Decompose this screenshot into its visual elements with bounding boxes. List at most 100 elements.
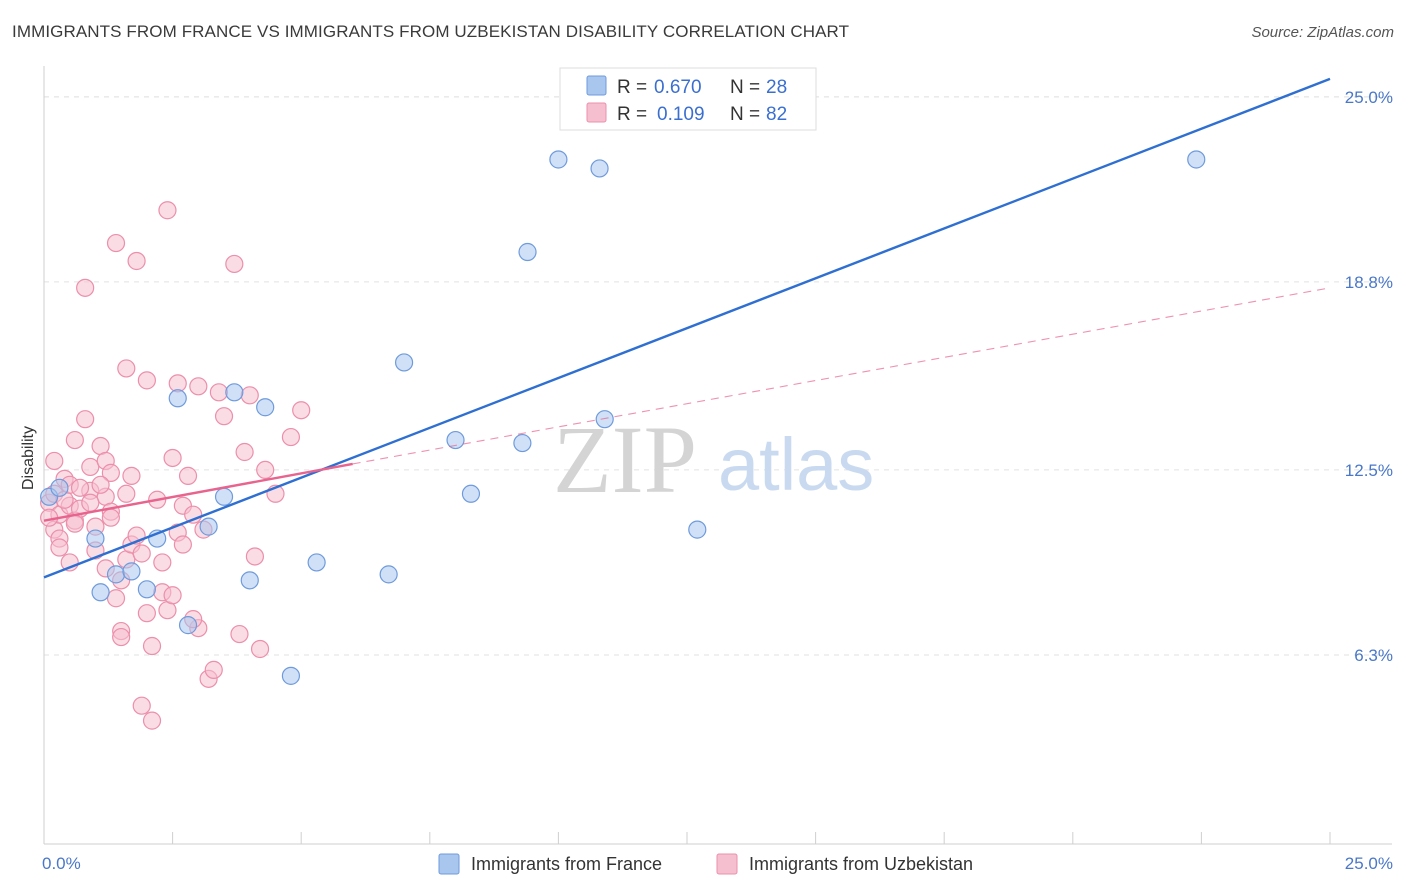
y-tick-label: 12.5% xyxy=(1345,461,1393,480)
uzbekistan-point xyxy=(81,457,100,477)
france-point xyxy=(122,562,141,581)
uzbekistan-point xyxy=(106,233,126,253)
legend-r-value-uzbekistan: 0.109 xyxy=(657,104,705,125)
uzbekistan-point xyxy=(230,624,249,644)
y-tick-label: 25.0% xyxy=(1345,88,1393,107)
legend-n-value-france: 28 xyxy=(766,77,787,98)
uzbekistan-point xyxy=(204,660,223,679)
uzbekistan-point xyxy=(173,535,192,554)
uzbekistan-point xyxy=(178,466,198,485)
uzbekistan-trendline xyxy=(43,462,353,522)
y-tick-label: 18.8% xyxy=(1345,273,1393,292)
y-tick-labels: 6.3% 12.5% 18.8% 25.0% xyxy=(1345,88,1393,665)
france-trendline xyxy=(43,77,1331,579)
uzbekistan-point xyxy=(122,466,141,485)
chart-title: IMMIGRANTS FROM FRANCE VS IMMIGRANTS FRO… xyxy=(12,22,850,41)
x-tick-label-max: 25.0% xyxy=(1345,854,1393,873)
uzbekistan-point xyxy=(153,553,172,572)
uzbekistan-point xyxy=(132,544,151,563)
france-point xyxy=(199,517,218,536)
france-point xyxy=(178,616,198,635)
uzbekistan-point xyxy=(158,201,177,220)
france-point xyxy=(549,150,568,169)
legend-r-label-france: R = xyxy=(617,77,647,98)
uzbekistan-points xyxy=(40,201,311,730)
uzbekistan-point xyxy=(127,251,146,271)
uzbekistan-point xyxy=(76,278,95,297)
watermark-zip: ZIP xyxy=(553,406,697,513)
uzbekistan-point xyxy=(142,711,162,730)
uzbekistan-point xyxy=(117,484,136,503)
uzbekistan-point xyxy=(76,410,95,429)
uzbekistan-point xyxy=(65,430,84,450)
uzbekistan-point xyxy=(281,427,301,447)
uzbekistan-point xyxy=(235,442,254,462)
france-point xyxy=(214,487,234,506)
trendlines xyxy=(43,77,1331,579)
france-point xyxy=(225,383,244,402)
uzbekistan-point xyxy=(50,538,69,557)
uzbekistan-trendline-extension xyxy=(352,287,1331,465)
axes xyxy=(43,66,1392,845)
uzbekistan-point xyxy=(70,478,90,497)
uzbekistan-point xyxy=(240,386,259,405)
france-point xyxy=(256,398,275,417)
uzbekistan-point xyxy=(245,547,265,566)
uzbekistan-point xyxy=(91,475,110,494)
uzbekistan-point xyxy=(137,371,156,390)
france-point xyxy=(106,565,126,584)
france-point xyxy=(688,520,707,539)
france-point xyxy=(394,353,414,372)
uzbekistan-point xyxy=(142,636,162,656)
uzbekistan-point xyxy=(250,639,270,659)
legend-swatch-uzbekistan xyxy=(586,102,607,123)
watermark-atlas: atlas xyxy=(718,423,874,506)
uzbekistan-point xyxy=(117,359,136,378)
france-point xyxy=(518,242,537,262)
france-point xyxy=(461,484,481,503)
france-points xyxy=(40,150,1206,685)
uzbekistan-point xyxy=(225,254,244,274)
uzbekistan-point xyxy=(45,451,64,471)
uzbekistan-point xyxy=(163,586,182,605)
bottom-legend-swatch-uzbekistan xyxy=(716,853,738,875)
france-point xyxy=(595,410,614,429)
legend-r-value-france: 0.670 xyxy=(654,77,702,98)
uzbekistan-point xyxy=(209,383,228,402)
france-point xyxy=(446,430,465,450)
chart-source: Source: ZipAtlas.com xyxy=(1251,24,1394,41)
y-axis-title: Disability xyxy=(20,426,37,490)
france-point xyxy=(590,159,609,178)
uzbekistan-point xyxy=(81,493,100,512)
uzbekistan-point xyxy=(214,407,234,426)
bottom-legend-label-uzbekistan: Immigrants from Uzbekistan xyxy=(749,854,973,874)
uzbekistan-point xyxy=(292,401,311,420)
uzbekistan-point xyxy=(132,696,151,715)
france-point xyxy=(513,433,532,453)
x-tick-label-min: 0.0% xyxy=(42,854,81,873)
uzbekistan-point xyxy=(65,514,84,533)
legend-n-label-uzbekistan: N = xyxy=(730,104,760,125)
france-point xyxy=(137,580,156,599)
legend-n-label-france: N = xyxy=(730,77,760,98)
france-point xyxy=(1187,150,1206,169)
france-point xyxy=(281,666,301,685)
legend-n-value-uzbekistan: 82 xyxy=(766,104,787,125)
gridlines xyxy=(44,96,1392,656)
stats-legend: R = 0.670 N = 28 R = 0.109 N = 82 xyxy=(559,67,817,131)
uzbekistan-point xyxy=(163,448,182,468)
series-legend: Immigrants from France Immigrants from U… xyxy=(438,853,973,875)
france-point xyxy=(86,529,105,548)
france-point xyxy=(307,553,326,572)
uzbekistan-point xyxy=(112,627,131,647)
legend-r-label-uzbekistan: R = xyxy=(617,104,647,125)
uzbekistan-point xyxy=(189,377,208,396)
france-point xyxy=(50,478,69,497)
uzbekistan-point xyxy=(256,460,275,480)
bottom-legend-swatch-france xyxy=(438,853,460,875)
france-point xyxy=(379,565,398,584)
legend-swatch-france xyxy=(586,75,607,96)
france-point xyxy=(91,583,110,602)
x-tick-labels: 0.0% 25.0% xyxy=(42,854,1393,873)
